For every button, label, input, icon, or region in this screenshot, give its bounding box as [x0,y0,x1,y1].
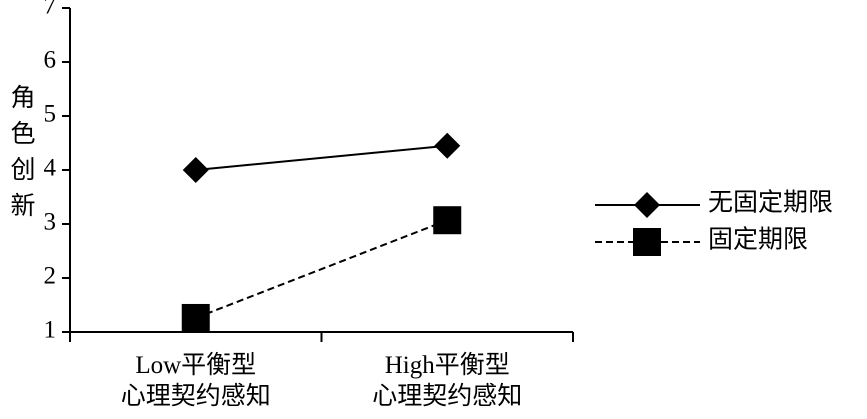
y-tick-label: 6 [44,47,57,74]
legend-label: 固定期限 [708,226,808,254]
series-line [195,219,448,319]
marker-diamond [634,192,660,218]
marker-square [433,206,462,235]
marker-diamond [434,132,461,159]
legend-label: 无固定期限 [708,189,833,217]
x-tick-label: Low平衡型 心理契约感知 [120,352,271,410]
y-tick-label: 7 [44,0,57,20]
y-tick-label: 1 [44,317,57,344]
x-tick-label: High平衡型 心理契约感知 [372,352,523,410]
y-tick-label: 3 [44,209,57,236]
y-tick-label: 5 [44,101,57,128]
y-tick-label: 2 [44,263,57,290]
marker-square [633,228,661,256]
y-axis-label: 角色创新 [7,84,34,228]
series-line [195,144,448,171]
marker-diamond [182,157,209,183]
y-tick-label: 4 [44,155,57,182]
marker-square [181,303,210,332]
